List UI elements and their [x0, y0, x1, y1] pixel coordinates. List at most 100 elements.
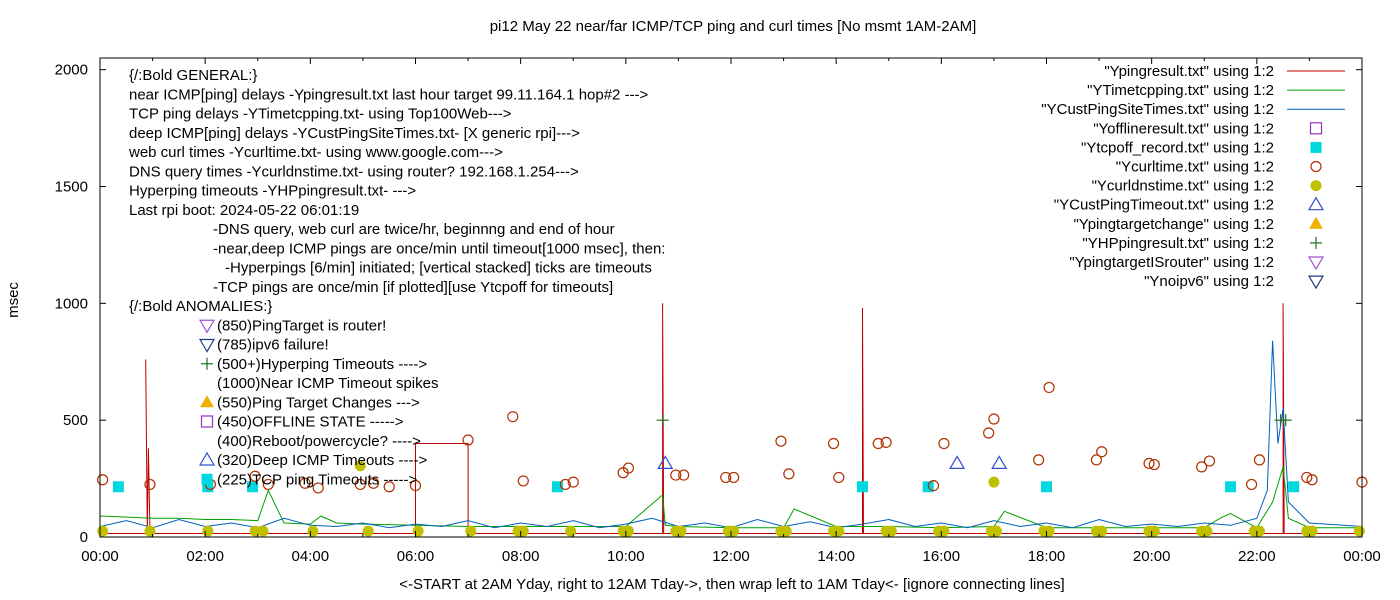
data-point-s5-36 — [1143, 457, 1155, 469]
annotation-line-8: -DNS query, web curl are twice/hr, begin… — [213, 221, 615, 238]
x-tick-label-12: 00:00 — [1343, 548, 1381, 565]
data-point-s7-0 — [657, 455, 674, 469]
x-tick-label-4: 08:00 — [502, 548, 540, 565]
data-point-s5-26 — [872, 437, 884, 450]
data-point-s5-3 — [249, 470, 261, 482]
data-point-s6-0 — [97, 525, 109, 537]
data-point-s6-26 — [938, 525, 950, 537]
annotation-line-10: -Hyperpings [6/min] initiated; [vertical… — [225, 260, 652, 277]
y-tick-label-2: 1000 — [55, 295, 88, 312]
data-point-s6-35 — [1148, 525, 1160, 537]
annotation-line-5: DNS query times -Ycurldnstime.txt- using… — [129, 163, 579, 180]
data-point-s4-7 — [1225, 481, 1237, 493]
data-point-s6-3 — [249, 525, 261, 537]
legend-label-2: "YCustPingSiteTimes.txt" using 1:2 — [1041, 101, 1274, 118]
annotation-line-16: (1000)Near ICMP Timeout spikes — [217, 375, 438, 392]
annotation-icon-13 — [198, 319, 216, 334]
legend-swatch-3 — [1309, 122, 1323, 135]
data-point-s5-17 — [622, 462, 635, 474]
x-tick-label-6: 12:00 — [712, 548, 750, 565]
legend-label-6: "Ycurldnstime.txt" using 1:2 — [1092, 178, 1274, 195]
annotation-icon-14 — [198, 338, 216, 353]
data-point-s5-25 — [833, 471, 845, 484]
data-point-s5-34 — [1090, 454, 1103, 466]
data-point-s6-24 — [885, 525, 897, 537]
legend-swatch-11 — [1307, 275, 1325, 290]
data-point-s6-42 — [1353, 525, 1365, 537]
data-point-s6-33 — [1096, 525, 1108, 537]
data-point-s7-2 — [991, 455, 1008, 469]
legend-swatch-7 — [1307, 196, 1325, 211]
data-point-s5-28 — [927, 479, 940, 492]
data-point-s5-32 — [1033, 454, 1045, 466]
legend-swatch-10 — [1307, 256, 1325, 271]
data-point-s4-6 — [1041, 481, 1052, 493]
data-point-s5-10 — [409, 479, 422, 492]
annotation-line-6: Hyperping timeouts -YHPpingresult.txt- -… — [129, 183, 416, 200]
annotations: {/:Bold GENERAL:} near ICMP[ping] delays … — [128, 67, 665, 488]
data-point-s5-23 — [783, 468, 795, 480]
x-tick-label-10: 20:00 — [1133, 548, 1171, 565]
data-point-s5-14 — [559, 478, 571, 491]
legend-label-10: "YpingtargetISrouter" using 1:2 — [1069, 254, 1274, 271]
data-point-s5-37 — [1148, 458, 1160, 471]
data-point-s5-42 — [1301, 471, 1313, 484]
data-point-s6-11 — [517, 525, 529, 537]
data-point-s6-28 — [988, 476, 1000, 488]
legend-label-4: "Ytcpoff_record.txt" using 1:2 — [1081, 139, 1274, 156]
data-point-s5-19 — [678, 469, 690, 481]
data-point-s5-13 — [517, 475, 529, 487]
legend-label-11: "Ynoipv6" using 1:2 — [1144, 273, 1274, 290]
data-point-s6-12 — [565, 525, 577, 537]
data-point-s6-2 — [202, 525, 214, 537]
legend-label-0: "Ypingresult.txt" using 1:2 — [1104, 63, 1274, 80]
x-tick-label-9: 18:00 — [1028, 548, 1066, 565]
data-point-s5-33 — [1043, 381, 1055, 394]
annotation-line-18: (450)OFFLINE STATE -----> — [217, 414, 404, 431]
annotation-line-3: deep ICMP[ping] delays -YCustPingSiteTim… — [129, 125, 580, 142]
x-tick-label-8: 16:00 — [923, 548, 961, 565]
annotation-icon-20 — [198, 451, 216, 466]
annotation-line-13: (850)PingTarget is router! — [217, 317, 386, 334]
data-point-s5-24 — [827, 437, 840, 450]
data-point-s6-4 — [257, 525, 269, 537]
data-point-s4-1 — [202, 481, 214, 493]
data-point-s9-2 — [1279, 414, 1292, 427]
annotation-line-7: Last rpi boot: 2024-05-22 06:01:19 — [129, 202, 359, 219]
data-point-s4-4 — [856, 481, 868, 493]
data-point-s6-9 — [465, 525, 477, 537]
data-point-s5-22 — [775, 435, 787, 447]
data-point-s6-16 — [675, 525, 687, 537]
data-point-s5-39 — [1203, 455, 1216, 467]
legend-label-5: "Ycurltime.txt" using 1:2 — [1116, 159, 1274, 176]
data-point-s5-41 — [1253, 454, 1266, 466]
data-point-s7-1 — [949, 455, 966, 469]
data-point-s5-21 — [728, 471, 740, 484]
y-tick-label-1: 500 — [63, 412, 88, 429]
data-point-s5-0 — [97, 474, 109, 486]
legend-label-7: "YCustPingTimeout.txt" using 1:2 — [1054, 197, 1274, 214]
y-tick-label-0: 0 — [80, 529, 88, 546]
data-point-s5-30 — [983, 427, 995, 439]
data-point-s5-5 — [299, 477, 311, 489]
x-tick-label-5: 10:00 — [607, 548, 645, 565]
legend: "Ypingresult.txt" using 1:2 "YTimetcpping… — [1041, 63, 1345, 290]
data-point-s4-8 — [1288, 481, 1300, 493]
data-point-s5-8 — [367, 477, 380, 489]
legend-swatch-4 — [1310, 141, 1322, 153]
data-point-s5-15 — [567, 476, 579, 488]
annotation-line-11: -TCP pings are once/min [if plotted][use… — [213, 279, 613, 296]
annotation-line-15: (500+)Hyperping Timeouts ----> — [217, 356, 427, 373]
data-point-s5-43 — [1306, 474, 1318, 486]
annotation-line-20: (320)Deep ICMP Timeouts ----> — [217, 452, 427, 469]
series-line-2 — [99, 340, 1363, 529]
data-point-s6-1 — [144, 525, 156, 537]
legend-swatch-6 — [1310, 180, 1322, 192]
data-point-s6-6 — [354, 460, 366, 472]
x-axis-label: <-START at 2AM Yday, right to 12AM Tday-… — [399, 576, 1064, 593]
data-point-s4-2 — [246, 481, 258, 493]
data-point-s6-18 — [728, 525, 740, 537]
annotation-line-12: {/:Bold ANOMALIES:} — [129, 298, 272, 315]
data-point-s5-20 — [720, 471, 732, 484]
data-point-s5-29 — [938, 437, 950, 450]
